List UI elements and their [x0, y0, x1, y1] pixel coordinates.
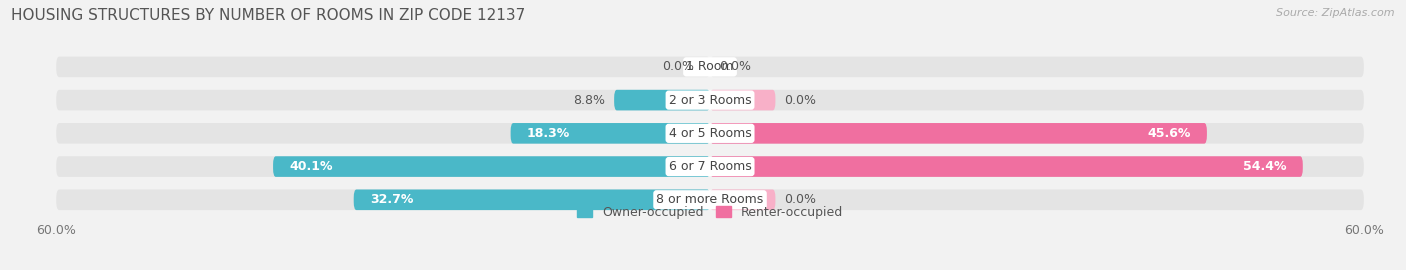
- FancyBboxPatch shape: [354, 190, 710, 210]
- FancyBboxPatch shape: [710, 123, 1364, 144]
- Text: 6 or 7 Rooms: 6 or 7 Rooms: [669, 160, 751, 173]
- FancyBboxPatch shape: [56, 57, 710, 77]
- Text: 0.0%: 0.0%: [785, 94, 815, 107]
- Text: 18.3%: 18.3%: [527, 127, 571, 140]
- FancyBboxPatch shape: [710, 57, 1364, 77]
- FancyBboxPatch shape: [710, 123, 1206, 144]
- FancyBboxPatch shape: [56, 156, 710, 177]
- FancyBboxPatch shape: [710, 156, 1303, 177]
- FancyBboxPatch shape: [710, 90, 776, 110]
- FancyBboxPatch shape: [273, 156, 710, 177]
- FancyBboxPatch shape: [56, 123, 710, 144]
- Text: 0.0%: 0.0%: [785, 193, 815, 206]
- FancyBboxPatch shape: [510, 123, 710, 144]
- FancyBboxPatch shape: [710, 90, 1364, 110]
- Text: 32.7%: 32.7%: [370, 193, 413, 206]
- Text: 4 or 5 Rooms: 4 or 5 Rooms: [669, 127, 751, 140]
- Text: 45.6%: 45.6%: [1147, 127, 1191, 140]
- Text: 8.8%: 8.8%: [574, 94, 606, 107]
- FancyBboxPatch shape: [710, 156, 1364, 177]
- Text: 0.0%: 0.0%: [718, 60, 751, 73]
- Text: 1 Room: 1 Room: [686, 60, 734, 73]
- FancyBboxPatch shape: [56, 90, 710, 110]
- Text: 8 or more Rooms: 8 or more Rooms: [657, 193, 763, 206]
- FancyBboxPatch shape: [614, 90, 710, 110]
- FancyBboxPatch shape: [710, 190, 1364, 210]
- Text: 2 or 3 Rooms: 2 or 3 Rooms: [669, 94, 751, 107]
- Text: 54.4%: 54.4%: [1243, 160, 1286, 173]
- Text: 0.0%: 0.0%: [662, 60, 693, 73]
- FancyBboxPatch shape: [56, 190, 710, 210]
- Text: 40.1%: 40.1%: [290, 160, 333, 173]
- Text: HOUSING STRUCTURES BY NUMBER OF ROOMS IN ZIP CODE 12137: HOUSING STRUCTURES BY NUMBER OF ROOMS IN…: [11, 8, 526, 23]
- FancyBboxPatch shape: [710, 190, 776, 210]
- Text: Source: ZipAtlas.com: Source: ZipAtlas.com: [1277, 8, 1395, 18]
- Legend: Owner-occupied, Renter-occupied: Owner-occupied, Renter-occupied: [572, 201, 848, 224]
